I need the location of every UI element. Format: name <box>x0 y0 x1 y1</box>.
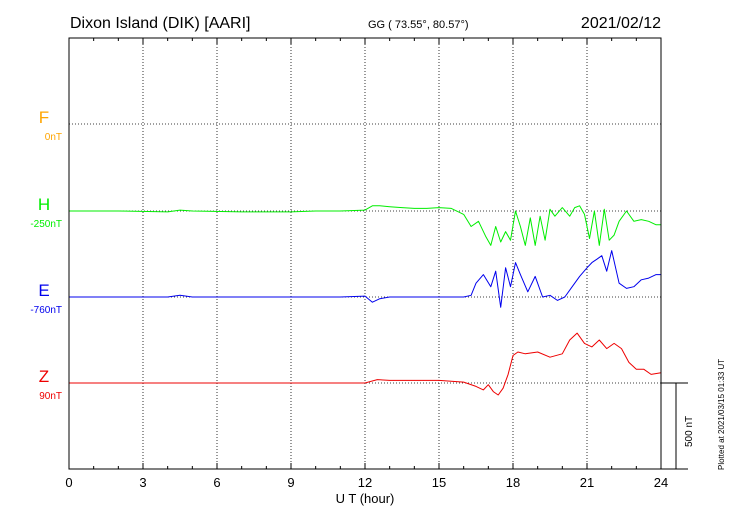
series-line-e <box>69 250 661 308</box>
series-line-z <box>69 332 662 396</box>
series-name-f: F <box>39 108 49 127</box>
grid <box>69 38 661 469</box>
series-baseline-f: 0nT <box>45 132 62 143</box>
plotted-note: Plotted at 2021/03/15 01:33 UT <box>717 359 726 470</box>
series-baseline-e: -760nT <box>30 305 62 316</box>
x-tick-label: 15 <box>432 475 446 490</box>
x-tick-label: 24 <box>654 475 668 490</box>
x-axis: 0 3 6 9 12 15 18 21 24 <box>65 38 668 490</box>
date-label: 2021/02/12 <box>581 15 661 32</box>
x-tick-label: 6 <box>213 475 220 490</box>
x-tick-label: 21 <box>580 475 594 490</box>
series-name-h: H <box>38 195 50 214</box>
x-tick-label: 18 <box>506 475 520 490</box>
series-name-e: E <box>38 281 49 300</box>
x-tick-label: 12 <box>358 475 372 490</box>
series-line-h <box>69 205 661 246</box>
series-labels: F 0nT H -250nT E -760nT Z 90nT <box>30 108 62 402</box>
x-axis-label: U T (hour) <box>336 491 395 506</box>
series-layer <box>69 205 662 396</box>
x-tick-label: 0 <box>65 475 72 490</box>
series-name-z: Z <box>39 367 49 386</box>
series-baseline-z: 90nT <box>39 391 62 402</box>
x-tick-label: 3 <box>139 475 146 490</box>
station-title: Dixon Island (DIK) [AARI] <box>70 15 251 32</box>
x-tick-label: 9 <box>287 475 294 490</box>
coordinates-label: GG ( 73.55°, 80.57°) <box>368 19 469 31</box>
series-baseline-h: -250nT <box>30 219 62 230</box>
scale-bar-label: 500 nT <box>684 416 695 447</box>
plot-frame <box>68 37 662 470</box>
scale-bar: 500 nT <box>661 382 695 470</box>
